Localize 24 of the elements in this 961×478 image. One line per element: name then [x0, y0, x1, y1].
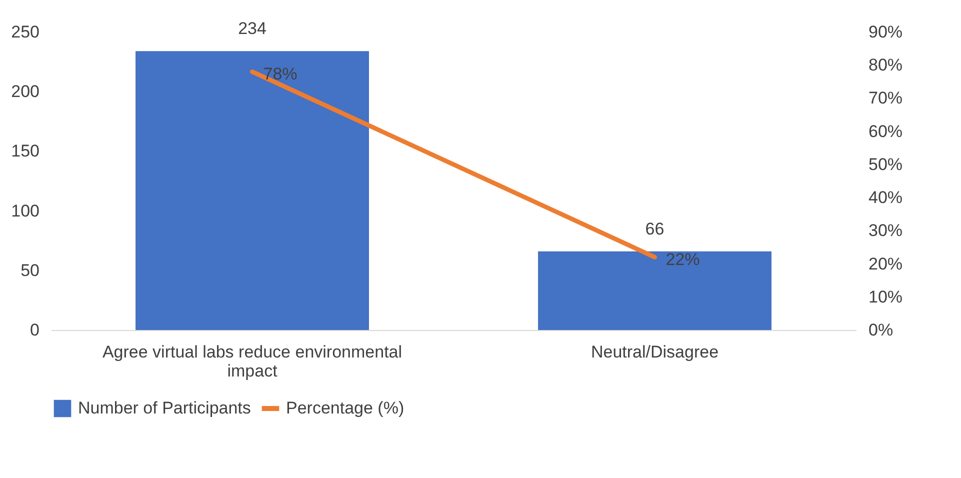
y-tick-label: 100: [11, 201, 40, 220]
data-label: 66: [645, 219, 664, 238]
y-tick-label: 200: [11, 82, 40, 102]
y-tick-label: 0: [30, 320, 40, 340]
data-label: 22%: [666, 250, 700, 270]
y2-tick-label: 70%: [868, 88, 903, 108]
legend-label: Percentage (%): [286, 398, 404, 418]
y-tick-label: 50: [20, 260, 40, 280]
y2-tick-label: 30%: [868, 221, 903, 240]
x-tick-label: Agree virtual labs reduce environmental impact: [102, 342, 402, 380]
y2-tick-label: 90%: [868, 22, 903, 42]
x-tick-label: Neutral/Disagree: [590, 342, 719, 362]
legend-label: Number of Participants: [78, 398, 251, 418]
y2-tick-label: 20%: [868, 254, 903, 274]
y2-tick-label: 0%: [868, 320, 894, 340]
y2-tick-label: 40%: [868, 188, 903, 208]
y-tick-label: 250: [11, 22, 40, 42]
y2-tick-label: 50%: [868, 154, 903, 174]
data-label: 234: [238, 19, 266, 38]
data-label: 78%: [263, 64, 298, 84]
y2-tick-label: 10%: [868, 287, 903, 306]
y2-tick-label: 60%: [868, 122, 903, 141]
y2-tick-label: 80%: [868, 56, 903, 75]
y-tick-label: 150: [11, 142, 40, 161]
